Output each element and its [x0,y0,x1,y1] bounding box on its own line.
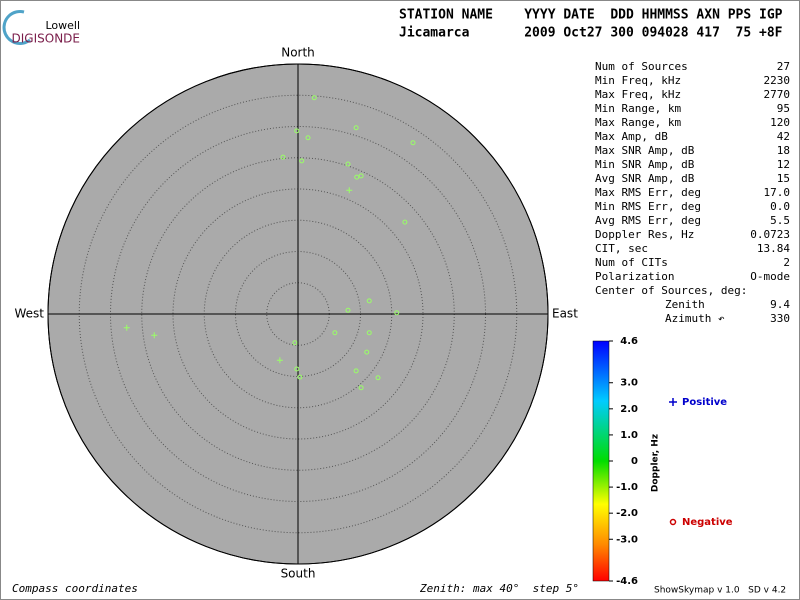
colorbar-tick-label: -2.0 [616,508,638,519]
stat-label: Max Range, km [595,116,681,129]
source-positive [151,332,158,339]
source-negative [280,154,286,160]
stat-value: 95 [777,102,790,115]
source-negative [292,340,298,346]
legend-marker [669,518,677,526]
colorbar-tick-label: 4.6 [620,336,638,347]
north-label: North [281,46,315,60]
stat-value: O-mode [750,270,790,283]
colorbar [592,340,610,582]
logo-arc [2,10,31,45]
stat-label: Min SNR Amp, dB [595,158,695,171]
stat-label: Min Range, km [595,102,681,115]
stat-value: 2770 [764,88,791,101]
source-negative [358,385,364,391]
source-positive [123,324,130,331]
colorbar-tick-label: -3.0 [616,534,638,545]
stat-value: 2 [783,256,790,269]
stat-value: 15 [777,172,790,185]
stat-value: 5.5 [770,214,790,227]
stat-value: 0.0 [770,200,790,213]
source-negative [305,135,311,141]
footer-middle: Zenith: max 40° step 5° [419,582,579,595]
stat-label: Max SNR Amp, dB [595,144,695,157]
legend-marker [669,398,677,406]
stat-label: Min Freq, kHz [595,74,681,87]
source-negative [375,375,381,381]
source-negative [410,140,416,146]
source-negative [364,349,370,355]
source-negative [358,173,364,179]
source-negative [294,366,300,372]
source-negative [402,219,408,225]
source-positive [346,187,353,194]
stat-value: 27 [777,60,790,73]
stat-value: 42 [777,130,790,143]
colorbar-tick-label: 1.0 [620,430,638,441]
stat-label: Max Freq, kHz [595,88,681,101]
stat-label: Polarization [595,270,674,283]
stat-value: 12 [777,158,790,171]
source-negative [366,298,372,304]
source-negative [294,128,300,134]
stat-label: Num of Sources [595,60,688,73]
colorbar-tick-label: 3.0 [620,378,638,389]
west-label: West [14,307,44,321]
header-labels: STATION NAME YYYY DATE DDD HHMMSS AXN PP… [399,8,783,23]
source-negative [311,95,317,101]
source-negative [353,125,359,131]
legend-label: Negative [682,517,733,528]
colorbar-label: Doppler, Hz [651,434,661,492]
logo-top: Lowell [45,19,80,32]
legend-label: Positive [682,397,727,408]
source-negative [345,161,351,167]
header-values: Jicamarca 2009 Oct27 300 094028 417 75 +… [399,26,783,41]
stat-label: Max RMS Err, deg [595,186,701,199]
stat-label: Avg RMS Err, deg [595,214,701,227]
logo-bottom: DIGISONDE [12,32,80,46]
colorbar-tick-label: -1.0 [616,482,638,493]
source-negative [353,368,359,374]
source-negative [297,374,303,380]
east-label: East [552,307,578,321]
source-negative [332,330,338,336]
stat-value: 9.4 [770,298,790,311]
stat-label: Num of CITs [595,256,668,269]
stat-label: Azimuth ↶ [665,312,725,325]
source-negative [354,174,360,180]
source-negative [345,307,351,313]
south-label: South [281,567,316,581]
stat-label: Doppler Res, Hz [595,228,694,241]
stat-label: Max Amp, dB [595,130,668,143]
colorbar-tick-label: 0 [631,456,638,467]
stat-label: CIT, sec [595,242,648,255]
source-negative [299,158,305,164]
stat-value: 2230 [764,74,791,87]
stat-value: 17.0 [764,186,791,199]
stat-label: Avg SNR Amp, dB [595,172,695,185]
stat-label: Zenith [665,298,705,311]
stat-value: 18 [777,144,790,157]
stat-value: 0.0723 [750,228,790,241]
colorbar-tick-label: -4.6 [616,576,638,587]
footer-right: ShowSkymap v 1.0 SD v 4.2 [654,586,786,596]
stat-value: 330 [770,312,790,325]
source-positive [276,357,283,364]
stat-label: Center of Sources, deg: [595,284,747,297]
footer-left: Compass coordinates [12,582,138,595]
source-negative [366,330,372,336]
stat-label: Min RMS Err, deg [595,200,701,213]
stat-value: 120 [770,116,790,129]
source-negative [394,310,400,316]
stat-value: 13.84 [757,242,790,255]
colorbar-tick-label: 2.0 [620,404,638,415]
